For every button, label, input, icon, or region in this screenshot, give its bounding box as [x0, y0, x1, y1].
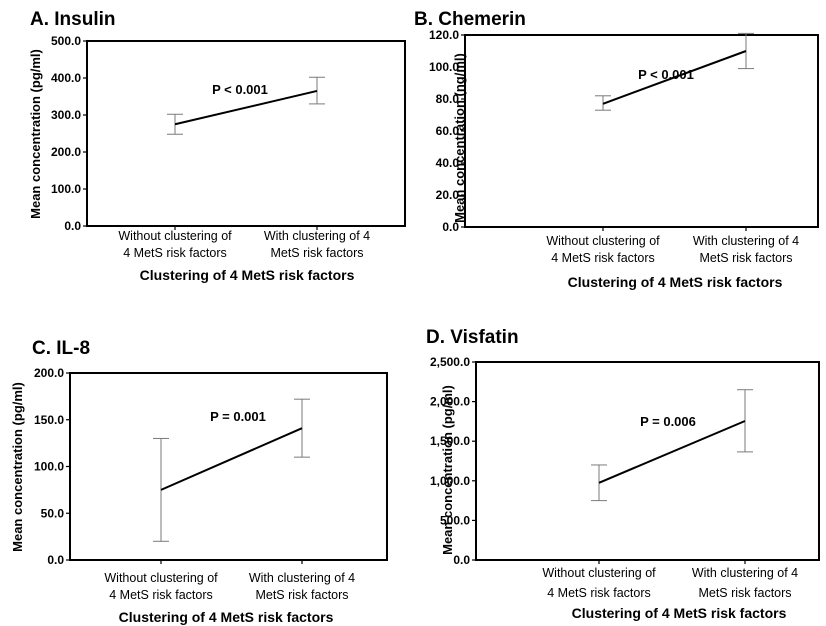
- y-tick-label: 50.0: [41, 506, 65, 520]
- chart-title: B. Chemerin: [414, 9, 526, 30]
- y-axis-label: Mean concentration (ng/ml): [452, 53, 467, 223]
- y-tick-label: 0.0: [442, 220, 459, 234]
- y-tick-label: 0.0: [64, 219, 81, 233]
- category-label: 4 MetS risk factors: [547, 586, 651, 600]
- x-axis-label: Clustering of 4 MetS risk factors: [572, 605, 787, 621]
- y-tick-label: 150.0: [34, 413, 64, 427]
- category-label: 4 MetS risk factors: [551, 251, 655, 265]
- y-tick-label: 100.0: [34, 460, 64, 474]
- category-label: MetS risk factors: [699, 251, 792, 265]
- y-tick-label: 300.0: [51, 108, 81, 122]
- y-axis-label: Mean concentration (pg/ml): [10, 382, 25, 552]
- category-label: MetS risk factors: [255, 588, 348, 602]
- category-label: Without clustering of: [118, 229, 232, 243]
- series-line: [160, 427, 303, 491]
- chart-panel-3: C. IL-8 0.0 50.0 100.0 150.0 200.0 Without clu…: [10, 338, 388, 625]
- category-label: 4 MetS risk factors: [123, 246, 227, 260]
- chart-panel-2: B. Chemerin 0.0 20.0 40.0 60.0 80.0 100.0 120.0…: [414, 9, 819, 290]
- x-axis-label: Clustering of 4 MetS risk factors: [568, 274, 783, 290]
- x-axis-label: Clustering of 4 MetS risk factors: [119, 609, 334, 625]
- series-line: [598, 420, 746, 484]
- y-axis-label: Mean concentration (pg/ml): [28, 49, 43, 219]
- y-tick-label: 100.0: [429, 60, 459, 74]
- category-label: With clustering of 4: [692, 566, 798, 580]
- category-label: Without clustering of: [542, 566, 656, 580]
- y-tick-label: 1,500.0: [430, 434, 470, 448]
- y-tick-label: 500.0: [51, 34, 81, 48]
- p-value-annotation: P = 0.006: [640, 414, 696, 429]
- chart-title: C. IL-8: [32, 338, 90, 359]
- y-tick-label: 80.0: [436, 92, 460, 106]
- y-tick-label: 120.0: [429, 28, 459, 42]
- series-line: [174, 89, 318, 126]
- category-label: 4 MetS risk factors: [109, 588, 213, 602]
- y-tick-label: 0.0: [453, 553, 470, 567]
- plot-frame: [464, 34, 819, 228]
- y-tick-label: 200.0: [51, 145, 81, 159]
- y-tick-label: 0.0: [47, 553, 64, 567]
- p-value-annotation: P < 0.001: [212, 82, 268, 97]
- x-axis-label: Clustering of 4 MetS risk factors: [140, 267, 355, 283]
- chart-title: D. Visfatin: [426, 327, 519, 348]
- y-axis-label: Mean concentration (pg/ml): [440, 385, 455, 555]
- p-value-annotation: P < 0.001: [638, 67, 694, 82]
- p-value-annotation: P = 0.001: [210, 409, 266, 424]
- chart-title: A. Insulin: [30, 9, 116, 30]
- category-label: MetS risk factors: [270, 246, 363, 260]
- plot-frame: [69, 372, 388, 561]
- plot-frame: [86, 40, 406, 227]
- category-label: With clustering of 4: [249, 571, 355, 585]
- y-tick-label: 1,000.0: [430, 474, 470, 488]
- y-tick-label: 500.0: [440, 513, 470, 527]
- category-label: Without clustering of: [546, 234, 660, 248]
- y-tick-label: 2,000.0: [430, 395, 470, 409]
- category-label: MetS risk factors: [698, 586, 791, 600]
- y-tick-label: 40.0: [436, 156, 460, 170]
- y-tick-label: 400.0: [51, 71, 81, 85]
- plot-frame: [475, 361, 820, 561]
- category-label: Without clustering of: [104, 571, 218, 585]
- category-label: With clustering of 4: [264, 229, 370, 243]
- y-tick-label: 2,500.0: [430, 355, 470, 369]
- y-tick-label: 60.0: [436, 124, 460, 138]
- category-label: With clustering of 4: [693, 234, 799, 248]
- series-line: [602, 50, 747, 105]
- y-tick-label: 100.0: [51, 182, 81, 196]
- chart-panel-4: D. Visfatin 0.0 500.0 1,000.0 1,500.0 2,000.0…: [426, 327, 820, 621]
- y-tick-label: 20.0: [436, 188, 460, 202]
- y-tick-label: 200.0: [34, 366, 64, 380]
- chart-panel-1: A. Insulin 0.0 100.0 200.0 300.0 400.0 500.0 Wi…: [28, 9, 406, 283]
